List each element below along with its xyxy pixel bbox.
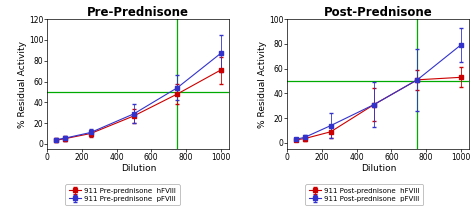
Title: Pre-Prednisone: Pre-Prednisone xyxy=(87,6,189,19)
Y-axis label: % Residual Activity: % Residual Activity xyxy=(258,41,267,128)
Legend: 911 Post-prednisone  hFVIII, 911 Post-prednisone  pFVIII: 911 Post-prednisone hFVIII, 911 Post-pre… xyxy=(305,184,423,205)
X-axis label: Dilution: Dilution xyxy=(361,164,396,173)
Title: Post-Prednisone: Post-Prednisone xyxy=(324,6,433,19)
X-axis label: Dilution: Dilution xyxy=(120,164,156,173)
Y-axis label: % Residual Activity: % Residual Activity xyxy=(18,41,27,128)
Legend: 911 Pre-prednisone  hFVIII, 911 Pre-prednisone  pFVIII: 911 Pre-prednisone hFVIII, 911 Pre-predn… xyxy=(65,184,180,205)
